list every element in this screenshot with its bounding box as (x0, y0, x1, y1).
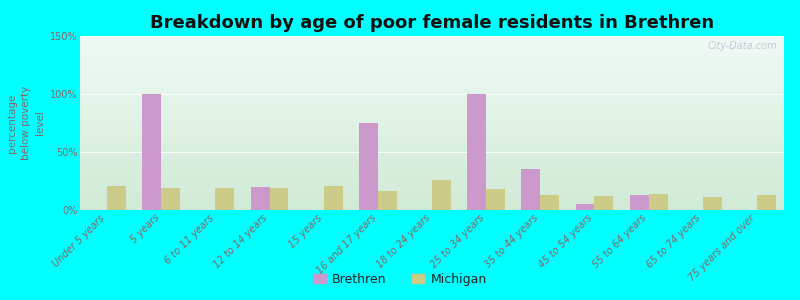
Bar (324, 186, 342, 210)
Title: Breakdown by age of poor female residents in Brethren: Breakdown by age of poor female resident… (150, 14, 714, 32)
Bar (702, 197, 722, 210)
Bar (540, 195, 559, 210)
Bar (215, 188, 234, 210)
Bar (649, 194, 667, 210)
Bar (359, 123, 378, 210)
Bar (250, 187, 270, 210)
Bar (575, 204, 594, 210)
Bar (594, 196, 614, 210)
Bar (378, 191, 397, 210)
Bar (142, 94, 162, 210)
Bar (757, 195, 776, 210)
Text: City-Data.com: City-Data.com (707, 41, 777, 51)
Bar (432, 180, 451, 210)
Bar (107, 186, 126, 210)
Bar (522, 169, 540, 210)
Legend: Brethren, Michigan: Brethren, Michigan (308, 268, 492, 291)
Bar (162, 188, 180, 210)
Bar (630, 195, 649, 210)
Y-axis label: percentage
below poverty
level: percentage below poverty level (7, 86, 46, 160)
Bar (486, 189, 505, 210)
Bar (467, 94, 486, 210)
Bar (270, 188, 289, 210)
